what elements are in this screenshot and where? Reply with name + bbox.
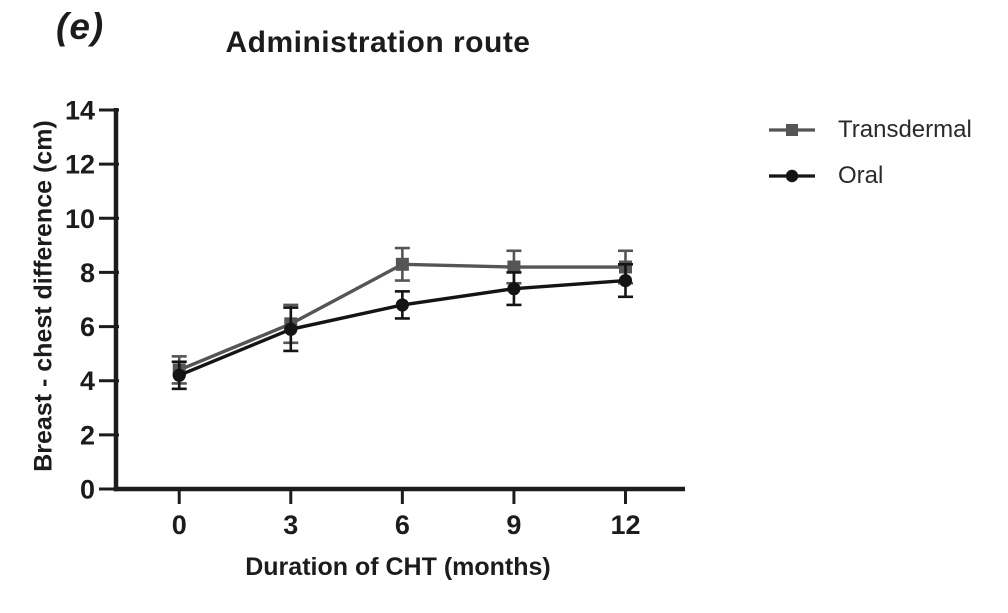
y-tick-label: 6: [80, 312, 95, 342]
y-tick-label: 0: [80, 475, 95, 505]
y-tick-label: 4: [80, 366, 95, 396]
marker-circle-oral: [507, 282, 521, 296]
x-tick-label: 3: [283, 510, 298, 540]
y-tick-label: 2: [80, 420, 95, 450]
chart-title: Administration route: [225, 26, 531, 59]
marker-square-transdermal: [395, 257, 409, 271]
marker-square-transdermal: [507, 260, 521, 274]
x-tick-label: 12: [610, 510, 640, 540]
x-tick-label: 9: [506, 510, 521, 540]
circle-marker-icon: [769, 169, 815, 183]
marker-circle-oral: [395, 298, 409, 312]
legend: Transdermal Oral: [768, 114, 972, 206]
x-axis-label: Duration of CHT (months): [245, 553, 551, 581]
marker-circle-oral: [618, 273, 633, 288]
square-marker-icon: [769, 124, 815, 136]
legend-item-oral: Oral: [768, 160, 972, 192]
legend-label: Transdermal: [838, 116, 972, 143]
figure-label: (e): [56, 6, 105, 47]
y-tick-label: 8: [80, 258, 95, 288]
x-tick-label: 6: [395, 510, 410, 540]
x-tick-label: 0: [172, 510, 187, 540]
marker-circle-oral: [284, 322, 298, 336]
legend-item-transdermal: Transdermal: [768, 114, 972, 146]
y-tick-label: 10: [65, 204, 95, 234]
y-tick-label: 14: [65, 96, 95, 126]
marker-circle-oral: [172, 368, 186, 382]
legend-label: Oral: [838, 162, 884, 189]
y-tick-label: 12: [65, 150, 95, 180]
